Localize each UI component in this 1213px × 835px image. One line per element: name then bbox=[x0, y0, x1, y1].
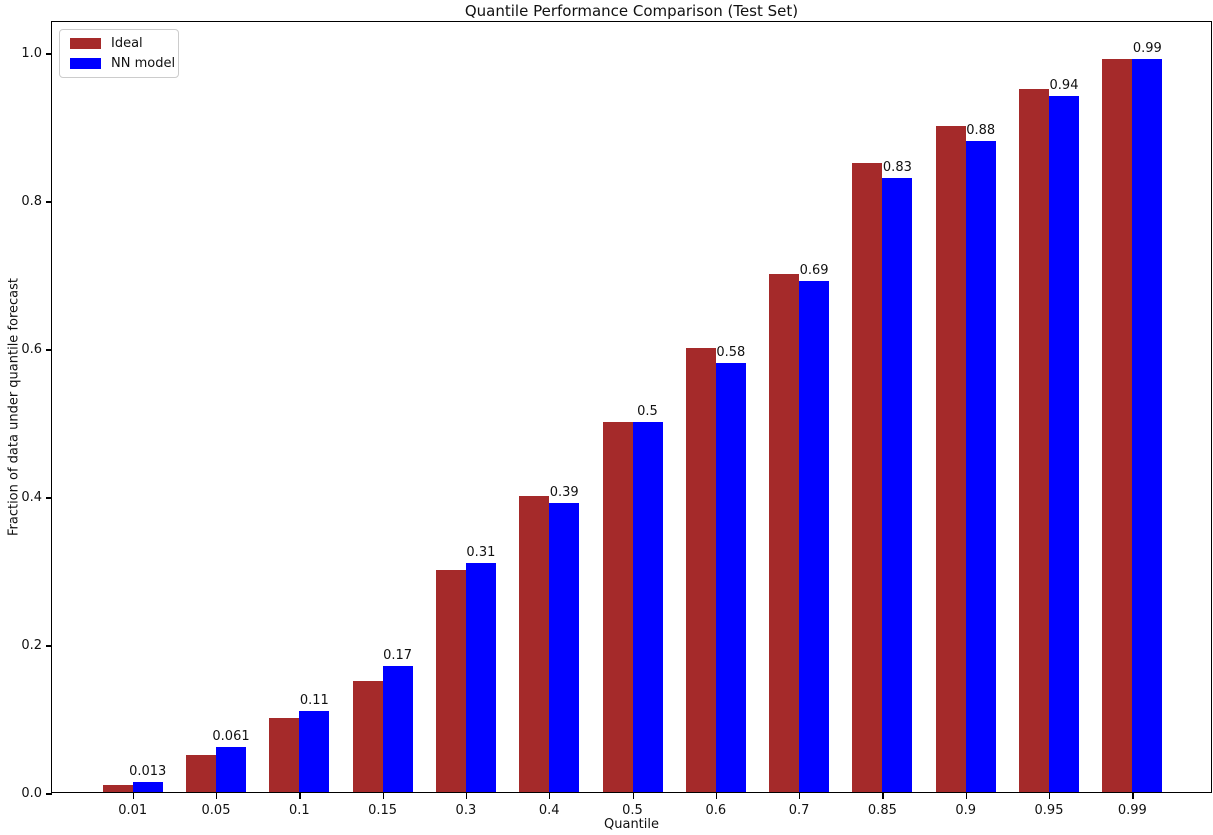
x-tick-label: 0.05 bbox=[201, 803, 231, 818]
x-tick-label: 0.9 bbox=[955, 803, 977, 818]
y-tick-label: 1.0 bbox=[21, 46, 42, 61]
legend-item-ideal: Ideal bbox=[70, 36, 168, 51]
bar-ideal bbox=[685, 348, 716, 792]
bar-ideal bbox=[1019, 89, 1049, 792]
x-tick-label: 0.4 bbox=[538, 803, 560, 818]
x-tick-label: 0.1 bbox=[288, 803, 310, 818]
x-tick-mark bbox=[549, 793, 551, 799]
bar-value-label: 0.17 bbox=[383, 648, 413, 663]
bar-nn-model bbox=[549, 503, 580, 792]
bar-nn-model bbox=[299, 711, 330, 792]
x-tick-label: 0.6 bbox=[705, 803, 727, 818]
bar-ideal bbox=[102, 785, 133, 792]
legend-item-nn-model: NN model bbox=[70, 56, 175, 71]
x-tick-label: 0.01 bbox=[118, 803, 148, 818]
chart-title: Quantile Performance Comparison (Test Se… bbox=[464, 2, 799, 20]
bar-ideal bbox=[1102, 59, 1133, 792]
x-tick-mark bbox=[299, 793, 301, 799]
y-tick-label: 0.2 bbox=[21, 638, 42, 653]
bar-value-label: 0.11 bbox=[299, 693, 329, 708]
x-tick-mark bbox=[382, 793, 384, 799]
x-tick-mark bbox=[132, 793, 134, 799]
y-tick-label: 0.6 bbox=[21, 342, 42, 357]
x-tick-label: 0.5 bbox=[622, 803, 643, 818]
x-tick-mark bbox=[632, 793, 634, 799]
bar-nn-model bbox=[132, 782, 163, 792]
y-tick-mark bbox=[46, 201, 52, 203]
bar-value-label: 0.88 bbox=[966, 123, 996, 138]
bar-nn-model bbox=[382, 666, 413, 792]
x-tick-mark bbox=[715, 793, 718, 799]
y-tick-mark bbox=[46, 645, 52, 647]
y-tick-mark bbox=[46, 349, 52, 351]
bar-ideal bbox=[602, 422, 633, 792]
bar-nn-model bbox=[465, 563, 496, 792]
legend: Ideal NN model bbox=[59, 29, 179, 78]
x-tick-label: 0.3 bbox=[455, 803, 477, 818]
bar-value-label: 0.83 bbox=[882, 160, 912, 175]
bar-value-label: 0.69 bbox=[799, 263, 829, 278]
x-tick-mark bbox=[216, 793, 218, 799]
bar-nn-model bbox=[216, 747, 246, 792]
bar-ideal bbox=[352, 681, 383, 792]
bar-value-label: 0.5 bbox=[637, 404, 658, 419]
x-tick-label: 0.99 bbox=[1117, 803, 1147, 818]
bar-nn-model bbox=[1132, 59, 1163, 792]
x-tick-label: 0.95 bbox=[1034, 803, 1064, 818]
legend-label-nn-model: NN model bbox=[111, 56, 176, 71]
bar-value-label: 0.39 bbox=[549, 485, 579, 500]
bar-ideal bbox=[269, 718, 300, 792]
legend-swatch-nn-model bbox=[70, 58, 101, 69]
bar-nn-model bbox=[632, 422, 663, 792]
bar-ideal bbox=[186, 755, 216, 792]
bar-ideal bbox=[435, 570, 466, 792]
y-tick-mark bbox=[46, 497, 52, 499]
x-tick-label: 0.15 bbox=[368, 803, 398, 818]
x-tick-mark bbox=[882, 793, 884, 799]
bar-value-label: 0.58 bbox=[716, 345, 746, 360]
bar-nn-model bbox=[799, 281, 830, 792]
x-tick-mark bbox=[799, 793, 801, 799]
y-tick-mark bbox=[46, 793, 52, 795]
x-axis-label: Quantile bbox=[604, 817, 659, 832]
x-tick-mark bbox=[465, 793, 468, 799]
x-tick-label: 0.7 bbox=[788, 803, 810, 818]
x-tick-mark bbox=[1049, 793, 1051, 799]
bar-ideal bbox=[852, 163, 883, 792]
bar-nn-model bbox=[882, 178, 913, 792]
bar-ideal bbox=[935, 126, 966, 792]
bar-nn-model bbox=[715, 363, 746, 792]
x-tick-label: 0.85 bbox=[867, 803, 897, 818]
legend-swatch-ideal bbox=[70, 38, 101, 49]
y-tick-label: 0.8 bbox=[21, 194, 42, 209]
x-tick-mark bbox=[965, 793, 967, 799]
x-tick-mark bbox=[1132, 793, 1134, 799]
bar-nn-model bbox=[965, 141, 996, 792]
bar-value-label: 0.94 bbox=[1049, 78, 1079, 93]
y-tick-label: 0.0 bbox=[21, 786, 42, 801]
bar-nn-model bbox=[1049, 96, 1079, 792]
bar-value-label: 0.31 bbox=[466, 545, 496, 560]
bar-value-label: 0.99 bbox=[1132, 41, 1162, 56]
legend-label-ideal: Ideal bbox=[111, 36, 143, 51]
bar-ideal bbox=[519, 496, 550, 792]
y-tick-mark bbox=[46, 53, 52, 55]
plot-area: Ideal NN model 0.013 0.01 0.061 0.05 0.11 0.1… bbox=[21, 21, 1212, 818]
bar-value-label: 0.013 bbox=[129, 764, 167, 779]
bar-ideal bbox=[769, 274, 800, 792]
y-tick-label: 0.4 bbox=[21, 490, 42, 505]
bar-value-label: 0.061 bbox=[212, 729, 250, 744]
